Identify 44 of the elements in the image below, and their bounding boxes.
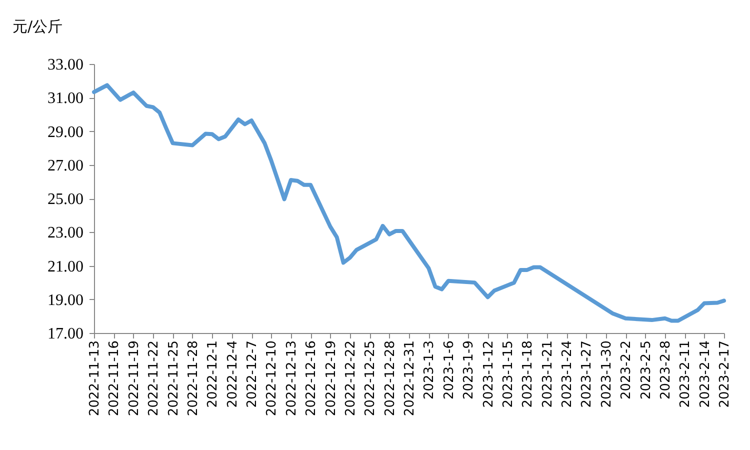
x-tick-label: 2023-2-8 xyxy=(658,340,674,400)
x-tick-label: 2022-11-19 xyxy=(126,340,142,416)
x-tick-label: 2022-11-22 xyxy=(146,340,162,416)
x-tick-label: 2023-1-27 xyxy=(580,340,595,408)
x-tick-label: 2023-1-9 xyxy=(462,340,477,400)
x-tick-label: 2022-11-28 xyxy=(186,340,201,416)
x-tick-label: 2022-12-25 xyxy=(363,340,378,416)
x-tick-label: 2022-12-31 xyxy=(402,340,418,416)
x-tick-label: 2023-1-3 xyxy=(422,340,438,400)
y-tick-label: 29.00 xyxy=(48,124,84,141)
x-tick-label: 2023-1-24 xyxy=(560,340,575,408)
x-tick-label: 2022-12-7 xyxy=(245,340,260,408)
y-axis-title: 元/公斤 xyxy=(12,18,63,36)
x-tick-label: 2023-1-12 xyxy=(481,340,496,408)
x-tick-label: 2023-1-30 xyxy=(599,340,614,408)
x-tick-label: 2023-1-21 xyxy=(540,340,556,408)
x-tick-label: 2023-2-11 xyxy=(678,340,694,408)
x-tick-label: 2023-1-18 xyxy=(520,340,536,408)
y-tick-label: 19.00 xyxy=(48,292,84,309)
x-tick-label: 2022-12-16 xyxy=(304,340,320,416)
y-tick-label: 23.00 xyxy=(48,224,84,242)
y-tick-label: 25.00 xyxy=(48,191,84,208)
x-tick-label: 2023-1-6 xyxy=(442,340,457,400)
x-tick-label: 2022-12-28 xyxy=(382,340,398,416)
x-tick-label: 2022-11-25 xyxy=(166,340,182,416)
x-tick-label: 2022-11-13 xyxy=(88,340,102,416)
line-series xyxy=(92,83,726,323)
x-tick-label: 2022-12-13 xyxy=(284,340,300,416)
y-tick-label: 33.00 xyxy=(48,56,84,74)
y-tick-label: 21.00 xyxy=(48,258,84,276)
x-tick-label: 2022-12-4 xyxy=(225,340,240,408)
x-tick-label: 2023-2-5 xyxy=(638,340,654,400)
y-tick-label: 27.00 xyxy=(48,157,84,174)
x-tick-label: 2023-2-17 xyxy=(718,340,732,408)
x-tick-label: 2022-12-1 xyxy=(206,340,221,408)
y-tick-label: 17.00 xyxy=(48,326,84,342)
y-tick-label: 31.00 xyxy=(48,90,84,108)
x-tick-label: 2022-11-16 xyxy=(107,340,122,416)
x-tick-label: 2023-1-15 xyxy=(500,340,516,408)
x-tick-label: 2023-2-2 xyxy=(619,340,634,400)
x-tick-label: 2022-12-22 xyxy=(343,340,358,416)
x-tick-label: 2022-12-10 xyxy=(264,340,280,416)
x-tick-label: 2023-2-14 xyxy=(698,340,713,408)
x-tick-label: 2022-12-19 xyxy=(324,340,339,416)
